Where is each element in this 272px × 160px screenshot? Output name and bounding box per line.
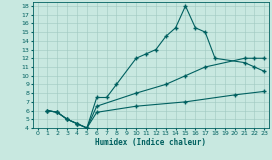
X-axis label: Humidex (Indice chaleur): Humidex (Indice chaleur) bbox=[95, 138, 206, 147]
